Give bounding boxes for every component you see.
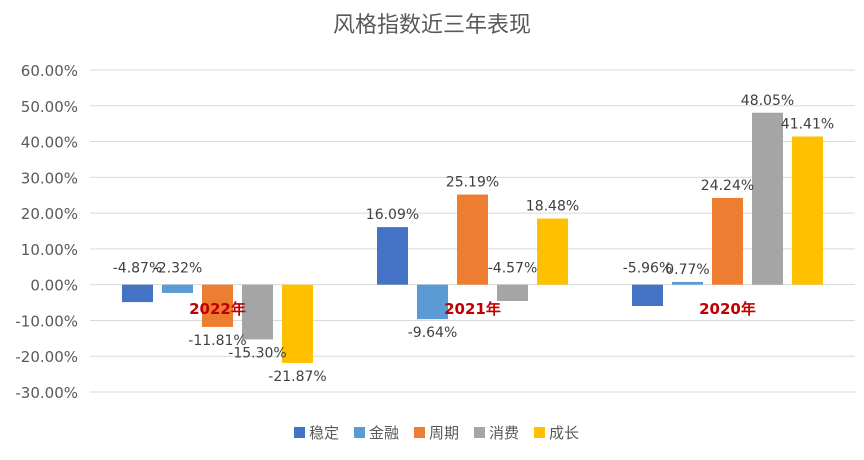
category-label: 2020年 (699, 300, 756, 318)
y-tick-label: 0.00% (30, 277, 78, 295)
legend-swatch (474, 427, 485, 438)
bar-稳定-2020年 (632, 284, 663, 306)
legend-swatch (294, 427, 305, 438)
data-label: -11.81% (188, 333, 246, 349)
bar-周期-2020年 (712, 197, 743, 285)
data-label: -5.96% (623, 261, 673, 277)
data-label: -4.57% (488, 261, 538, 277)
y-tick-label: -30.00% (15, 384, 78, 402)
data-label: 18.48% (526, 199, 579, 215)
y-tick-label: 20.00% (21, 205, 78, 223)
data-label: -2.32% (153, 261, 203, 277)
y-tick-label: 10.00% (21, 241, 78, 259)
bar-周期-2021年 (457, 194, 488, 285)
bar-消费-2020年 (752, 112, 783, 285)
data-label: 48.05% (741, 93, 794, 109)
legend-swatch (354, 427, 365, 438)
y-tick-label: 60.00% (21, 62, 78, 80)
y-tick-label: -10.00% (15, 312, 78, 330)
y-tick-label: -20.00% (15, 348, 78, 366)
data-label: 24.24% (701, 178, 754, 194)
data-label: -9.64% (408, 325, 458, 341)
y-tick-label: 40.00% (21, 134, 78, 152)
bar-稳定-2021年 (377, 227, 408, 285)
data-label: 16.09% (366, 207, 419, 223)
legend-swatch (414, 427, 425, 438)
data-label: 41.41% (781, 117, 834, 133)
data-label: -4.87% (113, 261, 163, 277)
legend-swatch (534, 427, 545, 438)
bar-金融-2020年 (672, 281, 703, 285)
data-label: 25.19% (446, 175, 499, 191)
legend-label: 成长 (549, 424, 579, 442)
bar-消费-2021年 (497, 284, 528, 302)
bar-消费-2022年 (242, 284, 273, 340)
bar-金融-2022年 (162, 284, 193, 293)
data-label: -15.30% (228, 345, 286, 361)
category-label: 2021年 (444, 300, 501, 318)
legend-label: 稳定 (309, 424, 339, 442)
y-tick-label: 30.00% (21, 169, 78, 187)
category-label: 2022年 (189, 300, 246, 318)
bar-金融-2021年 (417, 284, 448, 320)
legend-label: 金融 (369, 424, 399, 442)
bar-周期-2022年 (202, 284, 233, 327)
y-tick-label: 50.00% (21, 98, 78, 116)
legend-label: 周期 (429, 424, 459, 442)
bar-稳定-2022年 (122, 284, 153, 303)
bar-成长-2020年 (792, 136, 823, 285)
bar-成长-2022年 (282, 284, 313, 363)
chart-title: 风格指数近三年表现 (333, 13, 531, 38)
bar-成长-2021年 (537, 218, 568, 285)
data-label: -21.87% (268, 369, 326, 385)
legend-label: 消费 (489, 424, 519, 442)
data-label: 0.77% (665, 262, 709, 278)
